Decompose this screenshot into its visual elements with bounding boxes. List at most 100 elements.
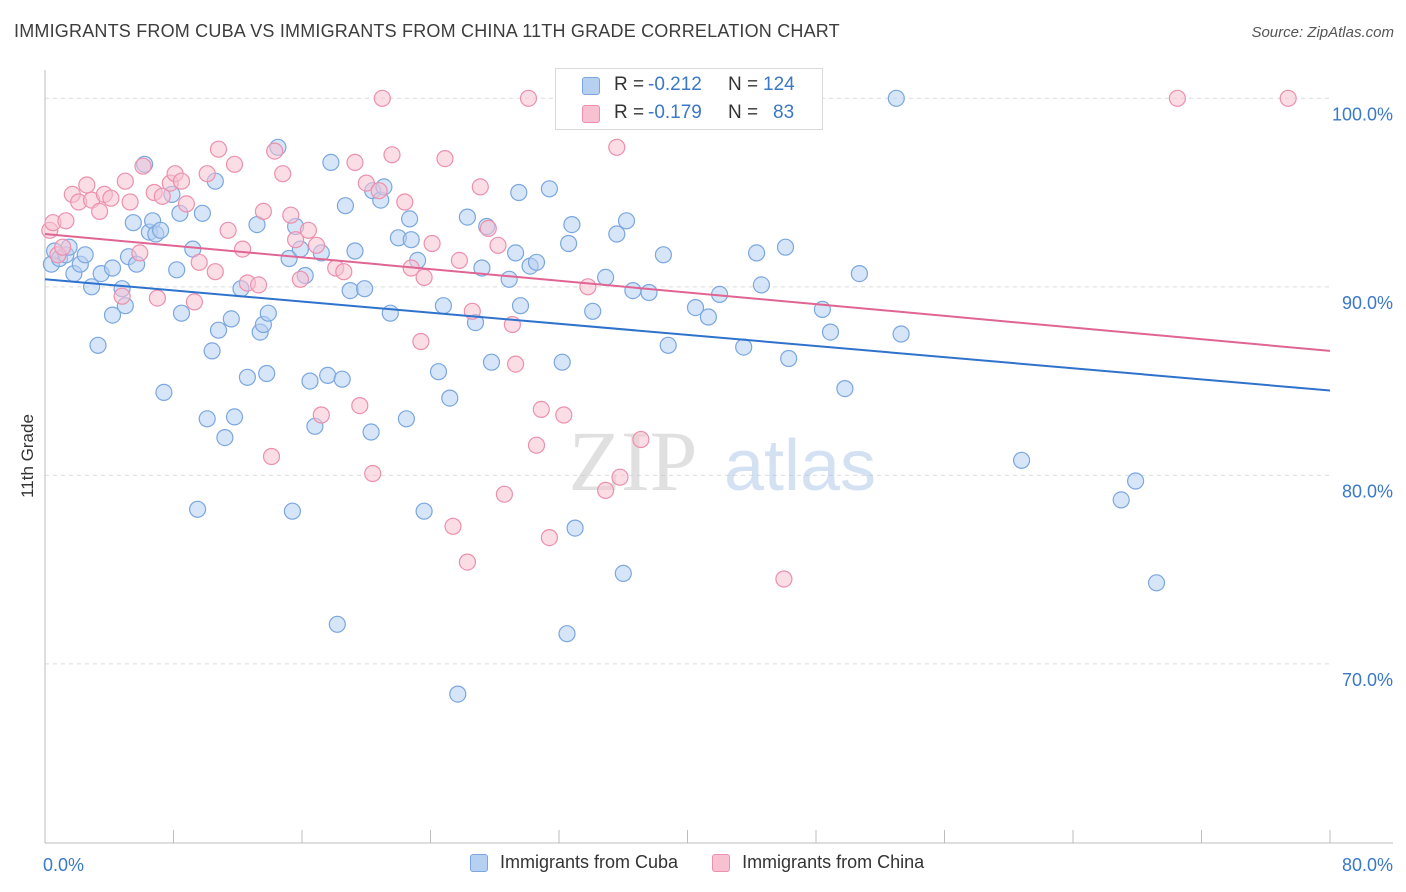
cuba-point-62 — [362, 423, 380, 441]
cuba-point-81 — [482, 353, 501, 371]
cuba-point-76 — [449, 685, 467, 703]
china-point-13 — [116, 172, 134, 190]
china-point-26 — [198, 165, 216, 183]
cuba-point-85 — [511, 297, 530, 315]
cuba-point-109 — [776, 238, 795, 256]
cuba-point-27 — [172, 304, 191, 322]
cuba-point-120 — [1147, 574, 1166, 592]
china-point-57 — [423, 234, 441, 253]
cuba-point-83 — [506, 244, 525, 262]
china-point-60 — [450, 251, 468, 269]
china-point-39 — [287, 231, 305, 249]
china-n-value: 83 — [773, 102, 795, 123]
cuba-point-100 — [640, 283, 658, 302]
china-point-71 — [532, 400, 550, 418]
china-point-77 — [608, 138, 626, 156]
cuba-point-107 — [747, 244, 766, 262]
cuba-point-68 — [397, 410, 415, 428]
cuba-point-94 — [584, 302, 602, 320]
china-point-70 — [527, 436, 546, 454]
china-point-11 — [102, 189, 120, 207]
cuba-r-value: -0.212 — [648, 74, 702, 95]
cuba-swatch — [582, 77, 600, 95]
china-point-58 — [436, 150, 454, 168]
china-r-label: R = — [614, 102, 645, 123]
china-point-61 — [458, 553, 476, 571]
cuba-point-32 — [203, 342, 221, 360]
cuba-point-88 — [540, 180, 559, 198]
cuba-point-55 — [322, 153, 340, 171]
china-point-79 — [632, 430, 650, 449]
china-point-48 — [357, 174, 375, 192]
cuba-point-29 — [189, 500, 207, 518]
china-point-30 — [225, 155, 244, 173]
watermark-zip: ZIP — [569, 413, 698, 509]
china-point-37 — [274, 165, 292, 183]
source-label: Source: ZipAtlas.com — [1251, 24, 1394, 41]
y-axis-label: 11th Grade — [18, 414, 37, 498]
cuba-point-69 — [401, 210, 419, 228]
china-point-72 — [540, 528, 559, 547]
china-n-label: N = — [728, 102, 759, 123]
cuba-point-77 — [458, 208, 476, 226]
cuba-r-label: R = — [614, 74, 645, 95]
china-point-3 — [54, 238, 72, 256]
china-point-42 — [307, 236, 326, 254]
china-point-45 — [335, 263, 353, 281]
china-point-41 — [299, 221, 317, 239]
china-point-78 — [611, 468, 629, 486]
cuba-point-89 — [553, 353, 571, 371]
legend-cuba-label: Immigrants from Cuba — [500, 852, 679, 872]
china-point-69 — [519, 89, 538, 107]
china-point-63 — [471, 178, 489, 196]
cuba-point-30 — [193, 204, 211, 222]
y-tick-label-0: 100.0% — [1332, 104, 1393, 124]
cuba-point-39 — [238, 368, 256, 386]
china-point-46 — [346, 153, 364, 171]
cuba-point-59 — [341, 282, 359, 300]
cuba-point-95 — [596, 268, 615, 286]
cuba-point-31 — [198, 410, 216, 428]
cuba-point-112 — [821, 323, 840, 341]
correlation-legend: R = -0.212 N = 124 R = -0.179 N = 83 — [555, 68, 823, 130]
axes — [44, 70, 1393, 844]
trend-lines — [44, 233, 1331, 392]
china-point-59 — [444, 517, 462, 535]
china-point-25 — [190, 253, 208, 271]
china-point-16 — [134, 157, 152, 175]
cuba-point-75 — [441, 389, 459, 407]
y-tick-label-2: 80.0% — [1342, 481, 1393, 501]
china-point-51 — [373, 89, 391, 107]
china-point-19 — [153, 187, 171, 205]
cuba-point-46 — [280, 249, 298, 268]
watermark-atlas: atlas — [724, 426, 876, 506]
cuba-point-101 — [654, 246, 673, 264]
cuba-point-99 — [624, 282, 642, 300]
cuba-point-116 — [892, 325, 910, 343]
china-point-68 — [506, 355, 525, 373]
cuba-point-110 — [780, 349, 798, 368]
cuba-point-106 — [735, 338, 753, 356]
china-point-56 — [415, 268, 433, 286]
cuba-point-47 — [283, 502, 301, 520]
china-point-53 — [396, 193, 414, 211]
legend-china-swatch — [712, 853, 731, 872]
china-point-12 — [113, 287, 131, 305]
legend-row-cuba: R = -0.212 N = 124 — [556, 72, 822, 100]
cuba-point-97 — [614, 564, 632, 583]
china-point-73 — [555, 406, 573, 424]
tick-labels: 100.0% 90.0% 80.0% 70.0% 0.0% 80.0% — [43, 104, 1393, 875]
chart-title: IMMIGRANTS FROM CUBA VS IMMIGRANTS FROM … — [14, 21, 840, 41]
cuba-point-108 — [752, 276, 771, 294]
cuba-point-84 — [510, 183, 528, 202]
legend-item-cuba: Immigrants from Cuba — [470, 852, 678, 873]
cuba-point-72 — [415, 502, 433, 520]
cuba-point-58 — [336, 197, 354, 215]
cuba-trend-line — [44, 278, 1331, 392]
china-point-43 — [312, 406, 330, 424]
china-point-64 — [479, 219, 497, 237]
cuba-point-56 — [328, 615, 346, 633]
china-point-33 — [250, 276, 268, 294]
cuba-point-87 — [527, 253, 546, 271]
